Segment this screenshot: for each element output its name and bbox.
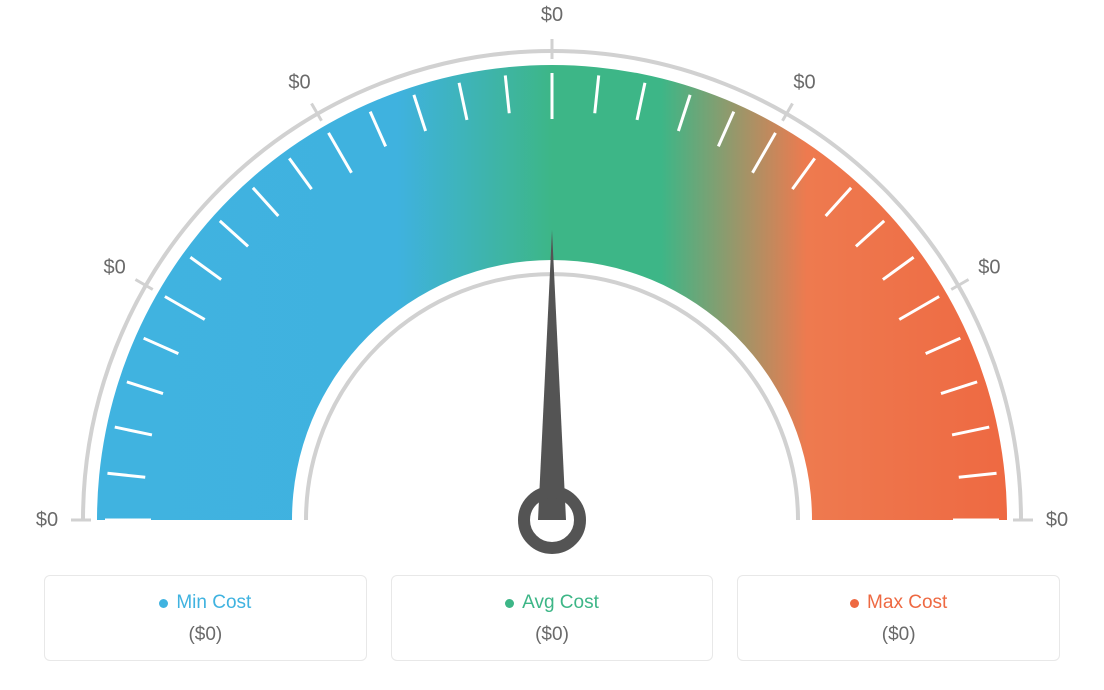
svg-text:$0: $0 (36, 509, 58, 531)
legend-value-avg: ($0) (404, 624, 701, 646)
svg-text:$0: $0 (288, 72, 310, 94)
svg-text:$0: $0 (104, 257, 126, 279)
legend-card-min: Min Cost ($0) (44, 575, 367, 661)
legend-card-max: Max Cost ($0) (737, 575, 1060, 661)
svg-text:$0: $0 (1046, 509, 1068, 531)
legend-label-row: Max Cost (750, 592, 1047, 614)
legend-label-min: Min Cost (176, 592, 251, 614)
svg-text:$0: $0 (793, 72, 815, 94)
legend-label-row: Min Cost (57, 592, 354, 614)
gauge-svg: $0 $0 $0 $0 $0 $0 $0 (0, 0, 1104, 565)
legend-dot-avg (505, 599, 514, 608)
svg-text:$0: $0 (978, 257, 1000, 279)
legend-dot-min (159, 599, 168, 608)
legend-label-max: Max Cost (867, 592, 947, 614)
legend-label-row: Avg Cost (404, 592, 701, 614)
svg-text:$0: $0 (541, 4, 563, 26)
legend-value-max: ($0) (750, 624, 1047, 646)
legend-card-avg: Avg Cost ($0) (391, 575, 714, 661)
legend-label-avg: Avg Cost (522, 592, 599, 614)
legend-row: Min Cost ($0) Avg Cost ($0) Max Cost ($0… (0, 575, 1104, 661)
cost-gauge: $0 $0 $0 $0 $0 $0 $0 (0, 0, 1104, 565)
legend-dot-max (850, 599, 859, 608)
legend-value-min: ($0) (57, 624, 354, 646)
